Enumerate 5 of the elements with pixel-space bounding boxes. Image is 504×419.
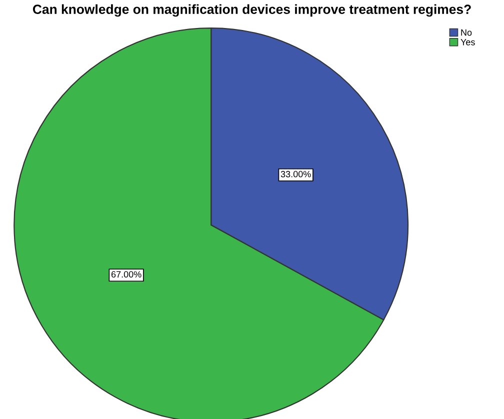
legend-label: Yes (460, 39, 475, 46)
data-label: 33.00% (280, 170, 311, 178)
legend-label: No (461, 29, 472, 36)
data-label: 67.00% (111, 271, 142, 278)
chart-title: Can knowledge on magnification devices improve treatment regimes? (32, 4, 471, 17)
